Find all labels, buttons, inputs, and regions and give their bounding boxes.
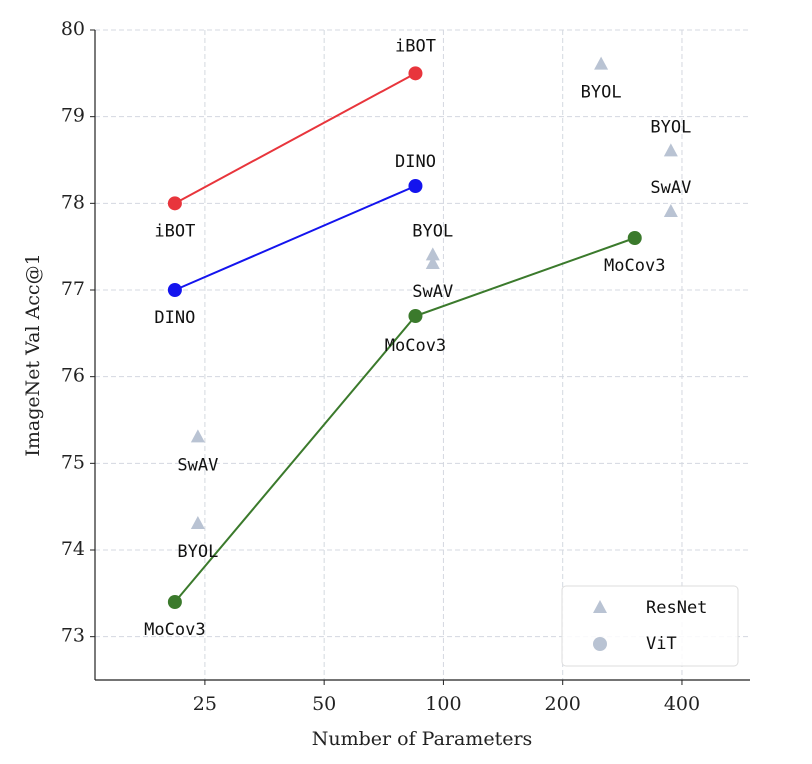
point (190, 429, 205, 443)
y-tick-label: 79 (61, 105, 85, 127)
point (627, 231, 642, 245)
y-axis-label: ImageNet Val Acc@1 (22, 253, 44, 456)
legend-label: ResNet (646, 598, 707, 618)
x-tick-label: 50 (312, 693, 336, 715)
point (167, 283, 182, 297)
point-label: BYOL (412, 221, 453, 241)
point (425, 247, 440, 261)
series-line (174, 237, 636, 603)
point (663, 204, 678, 217)
point-label: DINO (395, 152, 436, 172)
y-tick-label: 75 (61, 451, 85, 473)
point (425, 256, 440, 269)
point-label: DINO (154, 308, 195, 328)
y-tick-label: 78 (61, 191, 85, 213)
point-label: SwAV (177, 455, 218, 475)
point (408, 179, 423, 193)
point-label: iBOT (395, 36, 436, 56)
legend-marker (593, 637, 607, 651)
point (167, 196, 182, 211)
x-tick-label: 100 (425, 693, 461, 715)
point-label: BYOL (650, 117, 691, 137)
y-tick-label: 77 (61, 278, 85, 300)
point (190, 516, 205, 529)
x-axis-label: Number of Parameters (312, 728, 533, 750)
point (663, 143, 678, 157)
x-tick-label: 400 (664, 693, 700, 715)
y-tick-label: 74 (61, 538, 85, 560)
point-label: MoCov3 (604, 256, 665, 276)
point (408, 66, 423, 81)
series-line (174, 185, 416, 291)
y-tick-label: 76 (61, 365, 85, 387)
point-label: MoCov3 (385, 336, 446, 356)
point-label: SwAV (412, 282, 453, 302)
point (594, 56, 609, 70)
y-tick-label: 80 (61, 18, 85, 40)
y-tick-label: 73 (61, 625, 85, 647)
series-line (174, 72, 416, 205)
point-label: BYOL (177, 542, 218, 562)
x-tick-label: 25 (193, 693, 217, 715)
x-tick-label: 200 (545, 693, 581, 715)
legend-marker (593, 600, 607, 613)
point (167, 595, 182, 609)
legend-label: ViT (646, 634, 677, 654)
point (408, 309, 423, 323)
point-label: BYOL (581, 83, 622, 103)
point-label: MoCov3 (144, 620, 205, 640)
point-label: iBOT (154, 221, 195, 241)
point-label: SwAV (650, 178, 691, 198)
